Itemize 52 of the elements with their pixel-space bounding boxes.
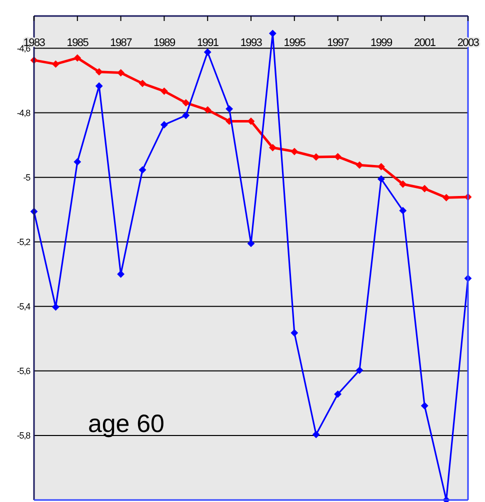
point [182, 99, 190, 106]
point [139, 80, 146, 87]
point [74, 54, 81, 62]
point [356, 366, 363, 374]
point [334, 153, 342, 160]
annotation: age 60 [88, 410, 164, 438]
point [204, 106, 212, 114]
point [290, 329, 298, 336]
y-tick-label: -5,6 [16, 366, 31, 376]
point [96, 82, 103, 90]
x-tick-label: 1985 [66, 37, 89, 49]
point [52, 60, 60, 68]
point [399, 207, 406, 214]
point [52, 304, 60, 311]
x-tick-label: 1995 [284, 37, 306, 49]
y-tick-label: -5,2 [16, 236, 31, 247]
point [204, 48, 212, 56]
x-tick-label: 1989 [154, 37, 176, 49]
point [269, 30, 276, 37]
point [378, 163, 385, 170]
y-tick-label: -5,4 [16, 301, 31, 312]
x-tick-label: 1997 [327, 37, 350, 49]
y-tick-label: -4,8 [16, 108, 31, 118]
point [356, 162, 363, 169]
x-tick-label: 1991 [196, 37, 219, 49]
y-tick-label: -5 [23, 172, 31, 182]
point [182, 112, 190, 119]
x-tick-label: 1987 [110, 37, 132, 49]
point [248, 118, 254, 125]
x-tick-label: 1993 [240, 37, 262, 49]
point [226, 105, 233, 112]
point [312, 431, 320, 438]
point [160, 88, 168, 95]
point [269, 144, 276, 152]
point [139, 166, 146, 174]
point [421, 185, 428, 192]
point [160, 121, 168, 128]
point [117, 270, 124, 278]
point [96, 68, 103, 76]
point [74, 158, 81, 166]
point [117, 69, 124, 76]
x-tick-label: 2001 [414, 37, 436, 49]
point [442, 194, 450, 202]
point [421, 402, 428, 410]
point [399, 180, 406, 188]
point [334, 390, 342, 398]
x-tick-label: 1999 [370, 37, 393, 49]
point [248, 240, 254, 247]
point [290, 148, 298, 156]
point [312, 154, 320, 161]
point [378, 175, 385, 182]
y-tick-label: -5,8 [16, 430, 31, 440]
